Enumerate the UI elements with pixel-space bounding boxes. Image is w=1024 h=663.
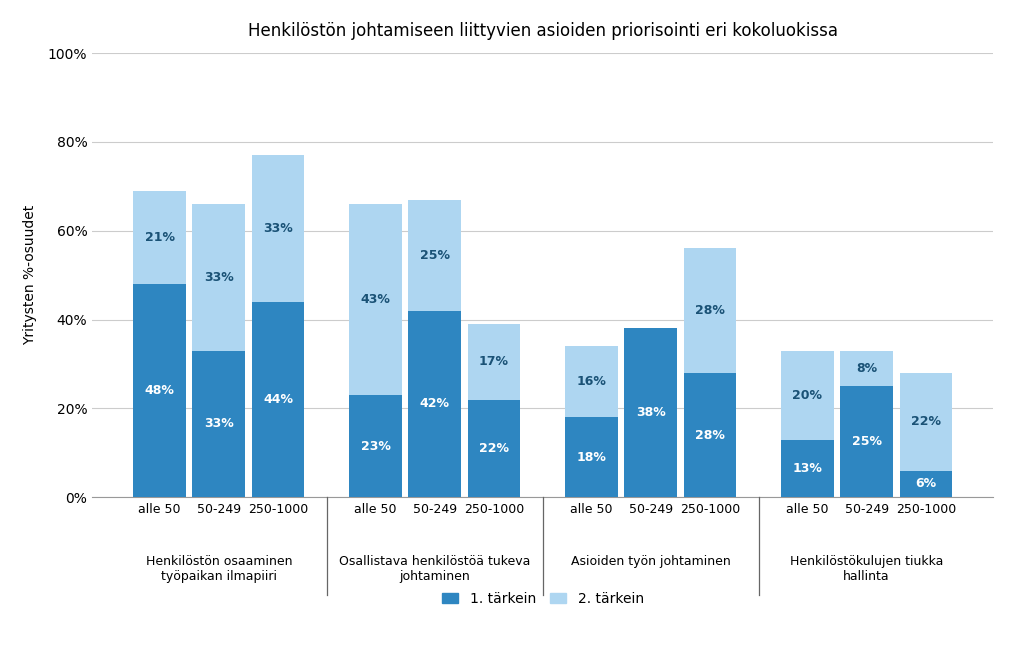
Bar	[349, 395, 401, 497]
Bar	[133, 191, 186, 284]
Text: 25%: 25%	[420, 249, 450, 262]
Bar	[684, 249, 736, 373]
Text: 28%: 28%	[695, 304, 725, 317]
Text: 43%: 43%	[360, 293, 390, 306]
Text: 21%: 21%	[144, 231, 174, 244]
Bar	[133, 284, 186, 497]
Bar	[565, 417, 617, 497]
Text: 33%: 33%	[263, 222, 293, 235]
Title: Henkilöstön johtamiseen liittyvien asioiden priorisointi eri kokoluokissa: Henkilöstön johtamiseen liittyvien asioi…	[248, 23, 838, 40]
Text: 8%: 8%	[856, 362, 878, 375]
Text: 28%: 28%	[695, 428, 725, 442]
Text: Osallistava henkilöstöä tukeva
johtaminen: Osallistava henkilöstöä tukeva johtamine…	[339, 555, 530, 583]
Bar	[841, 386, 893, 497]
Bar	[625, 328, 677, 497]
Bar	[193, 351, 245, 497]
Bar	[565, 346, 617, 417]
Text: 6%: 6%	[915, 477, 937, 491]
Text: Asioiden työn johtaminen: Asioiden työn johtaminen	[570, 555, 730, 568]
Text: 13%: 13%	[793, 462, 822, 475]
Text: 44%: 44%	[263, 393, 293, 406]
Bar	[781, 440, 834, 497]
Bar	[252, 155, 304, 302]
Bar	[193, 204, 245, 351]
Bar	[899, 471, 952, 497]
Text: 42%: 42%	[420, 397, 450, 410]
Bar	[841, 351, 893, 386]
Text: 23%: 23%	[360, 440, 390, 453]
Text: 16%: 16%	[577, 375, 606, 389]
Text: 22%: 22%	[479, 442, 509, 455]
Text: 22%: 22%	[911, 415, 941, 428]
Text: 38%: 38%	[636, 406, 666, 420]
Bar	[252, 302, 304, 497]
Bar	[409, 200, 461, 311]
Y-axis label: Yritysten %-osuudet: Yritysten %-osuudet	[23, 205, 37, 345]
Text: 33%: 33%	[204, 418, 233, 430]
Text: Henkilöstökulujen tiukka
hallinta: Henkilöstökulujen tiukka hallinta	[790, 555, 943, 583]
Text: 17%: 17%	[479, 355, 509, 368]
Bar	[468, 400, 520, 497]
Text: 33%: 33%	[204, 271, 233, 284]
Bar	[899, 373, 952, 471]
Text: 48%: 48%	[144, 384, 174, 397]
Text: 20%: 20%	[793, 389, 822, 402]
Bar	[684, 373, 736, 497]
Legend: 1. tärkein, 2. tärkein: 1. tärkein, 2. tärkein	[441, 592, 644, 606]
Bar	[349, 204, 401, 395]
Bar	[409, 311, 461, 497]
Text: 18%: 18%	[577, 451, 606, 464]
Text: 25%: 25%	[852, 435, 882, 448]
Bar	[468, 324, 520, 400]
Text: Henkilöstön osaaminen
työpaikan ilmapiiri: Henkilöstön osaaminen työpaikan ilmapiir…	[145, 555, 292, 583]
Bar	[781, 351, 834, 440]
